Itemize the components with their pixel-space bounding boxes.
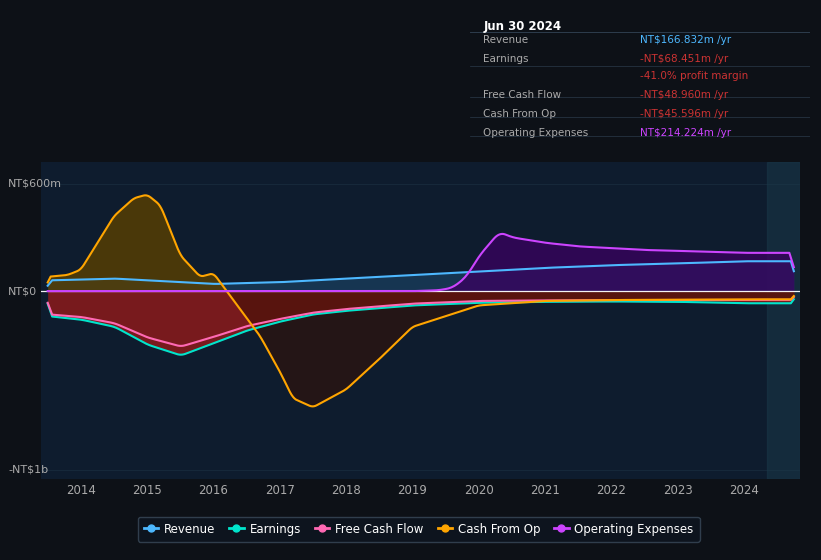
Text: Operating Expenses: Operating Expenses	[484, 128, 589, 138]
Text: Jun 30 2024: Jun 30 2024	[484, 20, 562, 33]
Text: -NT$48.960m /yr: -NT$48.960m /yr	[640, 90, 728, 100]
Text: NT$0: NT$0	[8, 286, 37, 296]
Legend: Revenue, Earnings, Free Cash Flow, Cash From Op, Operating Expenses: Revenue, Earnings, Free Cash Flow, Cash …	[138, 517, 699, 542]
Text: NT$600m: NT$600m	[8, 179, 62, 189]
Text: Free Cash Flow: Free Cash Flow	[484, 90, 562, 100]
Text: Cash From Op: Cash From Op	[484, 109, 557, 119]
Bar	[768, 162, 800, 479]
Text: -NT$68.451m /yr: -NT$68.451m /yr	[640, 54, 728, 64]
Text: Earnings: Earnings	[484, 54, 529, 64]
Text: -41.0% profit margin: -41.0% profit margin	[640, 71, 748, 81]
Text: NT$214.224m /yr: NT$214.224m /yr	[640, 128, 731, 138]
Text: NT$166.832m /yr: NT$166.832m /yr	[640, 35, 731, 45]
Text: -NT$45.596m /yr: -NT$45.596m /yr	[640, 109, 728, 119]
Text: Revenue: Revenue	[484, 35, 529, 45]
Text: -NT$1b: -NT$1b	[8, 465, 48, 475]
